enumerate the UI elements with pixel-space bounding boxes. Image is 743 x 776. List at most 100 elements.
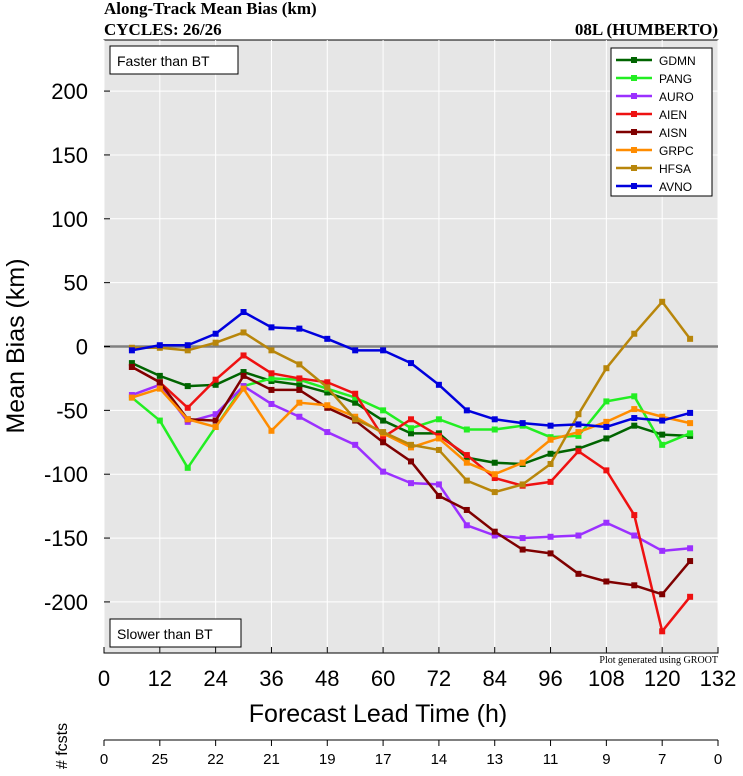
data-point <box>519 481 526 488</box>
data-point <box>352 399 359 406</box>
y-tick-label: -200 <box>44 590 88 615</box>
data-point <box>380 347 387 354</box>
data-point <box>519 459 526 466</box>
data-point <box>240 385 247 392</box>
legend-entry-grpc: GRPC <box>616 144 694 158</box>
y-tick-label: 50 <box>64 271 88 296</box>
legend-swatch-marker <box>631 165 637 171</box>
y-tick-label: 100 <box>51 207 88 232</box>
y-tick-label: -100 <box>44 462 88 487</box>
y-tick-label: -50 <box>56 398 88 423</box>
data-point <box>631 582 638 589</box>
data-point <box>352 347 359 354</box>
x-tick-label: 120 <box>644 666 681 691</box>
data-point <box>156 342 163 349</box>
data-point <box>296 413 303 420</box>
data-point <box>631 512 638 519</box>
fcsts-count-label: 0 <box>100 751 108 768</box>
data-point <box>240 352 247 359</box>
data-point <box>575 432 582 439</box>
data-point <box>575 429 582 436</box>
fcsts-count-label: 13 <box>486 751 503 768</box>
data-point <box>380 407 387 414</box>
chart-title: Along-Track Mean Bias (km) <box>104 0 317 18</box>
data-point <box>380 429 387 436</box>
x-tick-label: 108 <box>588 666 625 691</box>
fcsts-label: # fcsts <box>54 723 71 769</box>
data-point <box>240 372 247 379</box>
data-point <box>547 533 554 540</box>
data-point <box>687 558 694 565</box>
legend-entry-pang: PANG <box>616 72 692 86</box>
y-tick-label: 0 <box>76 335 88 360</box>
data-point <box>352 441 359 448</box>
fcsts-count-label: 11 <box>543 751 559 768</box>
data-point <box>547 478 554 485</box>
series-layer <box>128 298 694 635</box>
data-point <box>435 492 442 499</box>
data-point <box>156 372 163 379</box>
data-point <box>240 369 247 376</box>
legend-box <box>610 47 713 197</box>
data-point <box>435 416 442 423</box>
data-point <box>603 365 610 372</box>
legend-entry-aien: AIEN <box>616 108 687 122</box>
data-point <box>631 393 638 400</box>
data-point <box>603 435 610 442</box>
data-point <box>603 578 610 585</box>
slower-than-bt-label: Slower than BT <box>117 626 213 642</box>
data-point <box>519 420 526 427</box>
data-point <box>408 416 414 423</box>
fcsts-count-label: 0 <box>714 751 722 768</box>
data-point <box>296 399 303 406</box>
legend-swatch-marker <box>631 129 637 135</box>
fcsts-count-label: 17 <box>375 751 392 768</box>
data-point <box>212 339 219 346</box>
data-point <box>408 430 414 437</box>
data-point <box>463 459 470 466</box>
y-tick-label: 150 <box>51 143 88 168</box>
legend-label: HFSA <box>659 162 691 176</box>
data-point <box>212 417 219 424</box>
data-point <box>435 435 442 442</box>
fcsts-count-label: 7 <box>658 751 666 768</box>
data-point <box>575 570 582 577</box>
data-point <box>380 468 387 475</box>
data-point <box>463 506 470 513</box>
data-point <box>631 330 638 337</box>
x-tick-label: 60 <box>371 666 395 691</box>
data-point <box>296 375 303 382</box>
data-point <box>603 467 610 474</box>
data-point <box>324 379 331 386</box>
data-point <box>491 489 498 496</box>
cycles-label: CYCLES: 26/26 <box>104 20 222 39</box>
x-tick-label: 84 <box>482 666 506 691</box>
data-point <box>156 379 163 386</box>
data-point <box>324 335 331 342</box>
data-point <box>212 330 219 337</box>
data-point <box>268 375 275 382</box>
data-point <box>687 593 694 600</box>
x-tick-label: 132 <box>700 666 737 691</box>
data-point <box>212 381 219 388</box>
legend-label: PANG <box>659 72 692 86</box>
data-point <box>352 390 359 397</box>
data-point <box>268 370 275 377</box>
legend-swatch-marker <box>631 111 637 117</box>
legend-entry-hfsa: HFSA <box>616 162 691 176</box>
data-point <box>184 342 191 349</box>
data-point <box>491 475 498 482</box>
data-point <box>463 407 470 414</box>
data-point <box>240 309 247 316</box>
data-point <box>380 417 387 424</box>
data-point <box>324 389 331 396</box>
data-point <box>659 591 666 598</box>
data-point <box>687 409 694 416</box>
fcsts-count-label: 22 <box>207 751 224 768</box>
data-point <box>575 411 582 418</box>
data-point <box>659 417 666 424</box>
legend-label: AIEN <box>659 108 687 122</box>
data-point <box>491 459 498 466</box>
series-gdmn <box>128 360 694 467</box>
legend: GDMN PANG AURO AIEN AISN GRPC HFSA AVNO <box>616 54 696 194</box>
